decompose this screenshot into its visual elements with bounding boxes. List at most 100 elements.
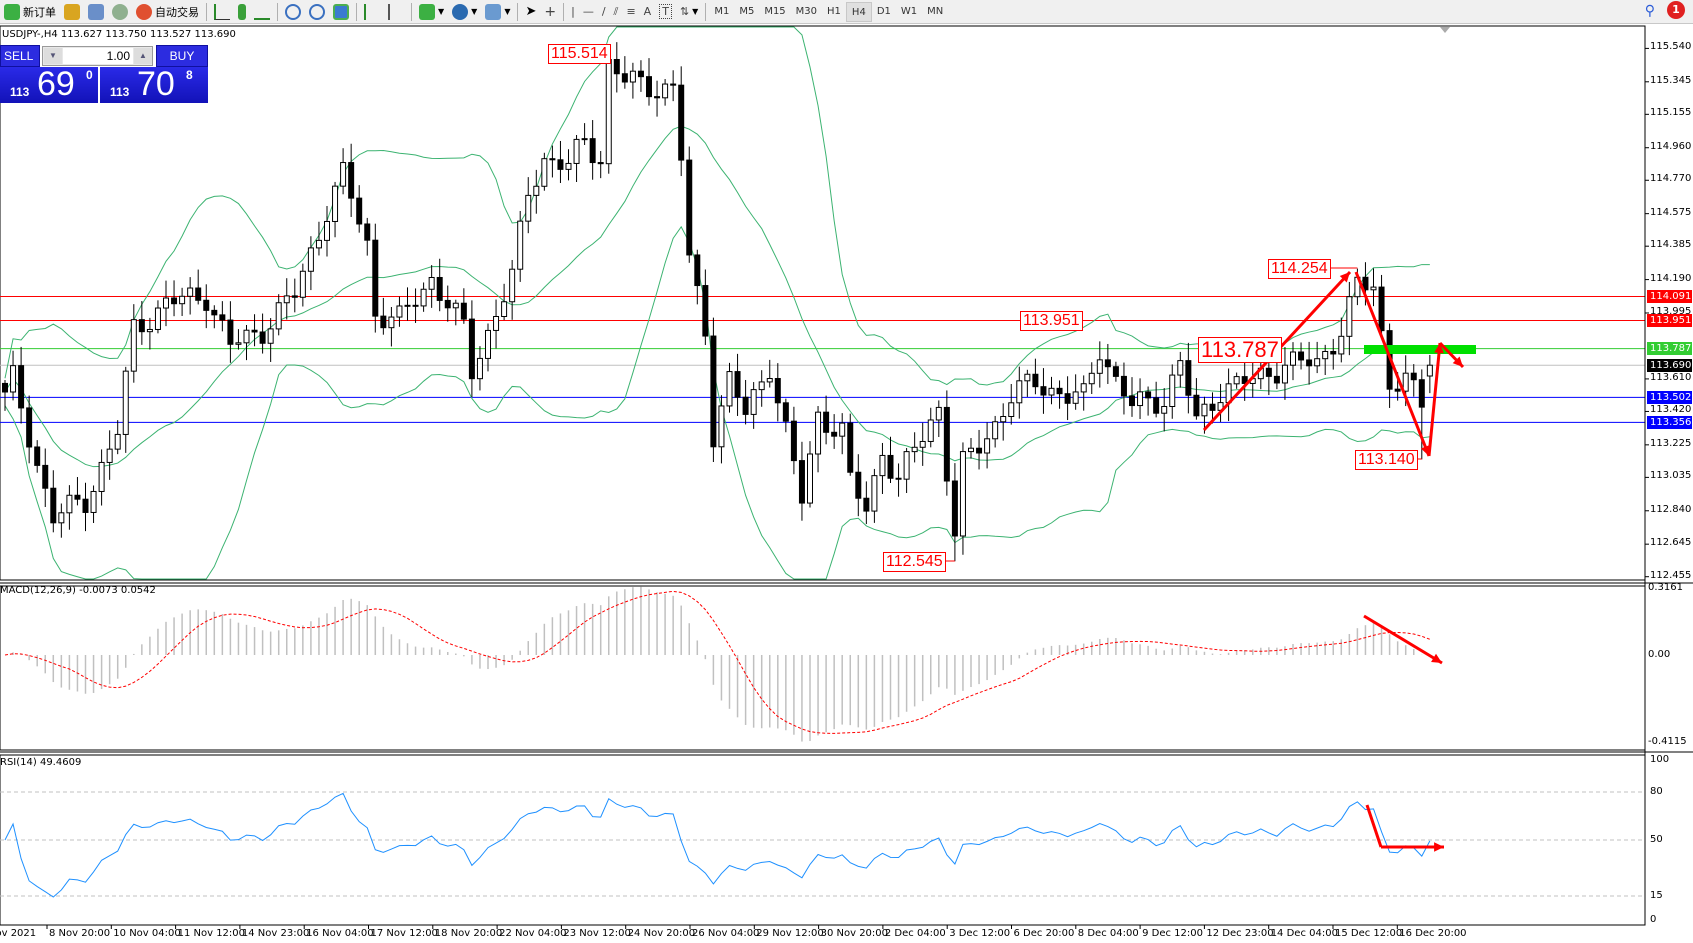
templates-button[interactable]: ▼: [481, 1, 514, 23]
rsi-red-arrow-right-head: [1434, 842, 1444, 852]
candle-body: [106, 448, 113, 463]
sell-button[interactable]: SELL: [0, 45, 40, 67]
candle-body: [138, 319, 145, 333]
candle-body: [251, 329, 258, 333]
autoscroll-button[interactable]: [360, 1, 384, 23]
zoom-out-icon: [309, 3, 325, 20]
candlestick-button[interactable]: [234, 1, 250, 23]
text-button[interactable]: A: [640, 1, 656, 23]
bar-chart-button[interactable]: [210, 1, 234, 23]
new-order-button[interactable]: 新订单: [0, 1, 60, 23]
notification-badge[interactable]: 1: [1667, 1, 1685, 19]
candle-body: [82, 498, 89, 513]
price-axis-label: 113.610: [1650, 371, 1692, 383]
candle-body: [887, 454, 894, 479]
crosshair-button[interactable]: +: [540, 1, 560, 23]
rsi-axis-label: 0: [1650, 914, 1657, 925]
candle-body: [581, 138, 588, 141]
candle-body: [1064, 393, 1071, 404]
market-watch-button[interactable]: [84, 1, 108, 23]
buy-button[interactable]: BUY: [156, 45, 208, 67]
candle-body: [726, 371, 733, 407]
autoscroll-icon: [364, 3, 380, 20]
cursor-button[interactable]: ➤: [521, 1, 540, 23]
timeframe-mn[interactable]: MN: [927, 5, 944, 17]
candle-body: [678, 84, 685, 161]
price-annotation[interactable]: 112.545: [883, 552, 946, 572]
indicators-button[interactable]: ▼: [415, 1, 448, 23]
lot-input[interactable]: [63, 48, 133, 64]
timeframe-d1[interactable]: D1: [876, 5, 891, 17]
candle-body: [235, 342, 242, 345]
buy-price-box[interactable]: 113 70 8: [100, 65, 208, 103]
candle-body: [1346, 296, 1353, 337]
red-arrow-down-head: [1420, 445, 1430, 456]
macd-signal-line: [4, 590, 1431, 734]
candle-body: [774, 378, 781, 404]
periods-icon: [452, 3, 469, 20]
tile-button[interactable]: [329, 1, 353, 23]
text-label-button[interactable]: T: [655, 1, 676, 23]
arrows-button[interactable]: ⇅ ▼: [676, 1, 702, 23]
timeframe-h4[interactable]: H4: [845, 1, 872, 22]
lot-decrease-icon[interactable]: ▼: [44, 48, 62, 64]
price-axis-label: 112.645: [1650, 537, 1692, 549]
timeframe-m1[interactable]: M1: [714, 5, 730, 17]
price-annotation[interactable]: 115.514: [548, 44, 611, 64]
timeframe-m15[interactable]: M15: [764, 5, 786, 17]
candle-body: [1410, 372, 1417, 381]
candle-body: [742, 396, 749, 415]
candle-body: [468, 318, 475, 380]
symbol-info: USDJPY-,H4 113.627 113.750 113.527 113.6…: [2, 29, 236, 40]
time-axis-label: 17 Nov 12:00: [370, 928, 438, 939]
vertical-line-button[interactable]: |: [567, 1, 579, 23]
chart-shift-icon: [388, 3, 404, 20]
time-axis-label: 10 Nov 04:00: [113, 928, 181, 939]
candle-body: [1145, 391, 1152, 399]
price-annotation[interactable]: 113.951: [1020, 311, 1083, 331]
chart-shift-button[interactable]: [384, 1, 408, 23]
candle-body: [436, 276, 443, 301]
equidistant-channel-button[interactable]: ⫽: [610, 1, 623, 23]
red-arrow-down-right-head: [1452, 356, 1463, 367]
horizontal-line-button[interactable]: —: [579, 1, 598, 23]
fibonacci-icon: ≡: [626, 5, 636, 18]
candle-body: [855, 471, 862, 499]
candle-body: [1370, 286, 1377, 291]
candle-body: [646, 76, 652, 98]
candle-body: [1040, 386, 1047, 396]
candle-body: [541, 158, 548, 187]
timeframe-m30[interactable]: M30: [795, 5, 818, 17]
periods-button[interactable]: ▼: [448, 1, 481, 23]
price-annotation[interactable]: 113.140: [1355, 450, 1418, 470]
text-label-icon: T: [659, 4, 672, 19]
signal-button[interactable]: [108, 1, 132, 23]
candle-body: [1378, 286, 1385, 332]
timeframe-m5[interactable]: M5: [739, 5, 755, 17]
fibonacci-button[interactable]: ≡: [622, 1, 639, 23]
candle-body: [549, 158, 556, 161]
zoom-in-button[interactable]: [281, 1, 305, 23]
price-annotation[interactable]: 113.787: [1198, 337, 1282, 363]
candle-body: [943, 406, 950, 482]
zoom-out-button[interactable]: [305, 1, 329, 23]
search-icon[interactable]: ⚲: [1644, 3, 1655, 19]
trendline-button[interactable]: /: [598, 1, 610, 23]
candle-body: [1008, 402, 1015, 418]
red-arrow-up: [1427, 342, 1442, 457]
candle-body: [122, 370, 129, 435]
rsi-axis-label: 80: [1650, 786, 1663, 797]
price-axis-label: 114.575: [1650, 206, 1692, 218]
timeframe-h1[interactable]: H1: [827, 5, 841, 17]
lot-increase-icon[interactable]: ▲: [134, 48, 152, 64]
auto-trading-button[interactable]: 自动交易: [132, 1, 203, 23]
candle-body: [1338, 335, 1345, 355]
timeframe-w1[interactable]: W1: [900, 5, 918, 17]
expert-button[interactable]: [60, 1, 84, 23]
time-axis-label: 6 Dec 20:00: [1013, 928, 1075, 939]
candle-body: [1273, 375, 1280, 384]
line-chart-button[interactable]: [250, 1, 274, 23]
sell-price-box[interactable]: 113 69 0: [0, 65, 98, 103]
price-annotation[interactable]: 114.254: [1268, 259, 1331, 279]
